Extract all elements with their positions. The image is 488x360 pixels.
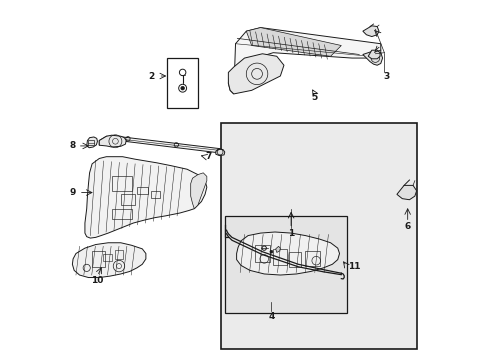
Text: 9: 9 [69, 188, 76, 197]
Bar [289, 252, 300, 267]
Polygon shape [275, 246, 280, 252]
Text: 8: 8 [70, 141, 76, 150]
Polygon shape [228, 54, 284, 94]
Polygon shape [99, 136, 221, 153]
Polygon shape [362, 26, 378, 37]
Bar [305, 251, 319, 266]
Text: 6: 6 [404, 222, 410, 231]
Text: 5: 5 [311, 93, 317, 102]
Bar [112, 209, 131, 220]
Polygon shape [367, 50, 379, 59]
Text: 1: 1 [287, 229, 294, 238]
Polygon shape [99, 135, 126, 147]
Polygon shape [396, 185, 416, 200]
Polygon shape [236, 232, 339, 275]
Bar [273, 249, 286, 265]
Polygon shape [86, 137, 97, 148]
Text: 7: 7 [205, 152, 211, 161]
Bar [92, 251, 104, 267]
Bar [224, 216, 346, 313]
Bar [167, 58, 198, 108]
Bar [137, 187, 147, 194]
Bar [221, 123, 416, 348]
Bar [151, 192, 160, 198]
Text: 2: 2 [148, 72, 155, 81]
Circle shape [269, 250, 272, 253]
Bar [255, 244, 269, 262]
Circle shape [181, 86, 184, 90]
Polygon shape [85, 157, 206, 238]
Polygon shape [190, 173, 206, 209]
Bar [102, 253, 112, 261]
Polygon shape [246, 28, 341, 56]
Polygon shape [228, 28, 380, 94]
Text: 10: 10 [91, 276, 103, 285]
Bar [112, 176, 131, 191]
Text: 4: 4 [267, 312, 274, 321]
Polygon shape [215, 149, 224, 156]
Polygon shape [362, 51, 382, 65]
Text: 11: 11 [348, 262, 360, 271]
Bar [121, 194, 135, 205]
Polygon shape [72, 243, 145, 278]
Text: 3: 3 [382, 72, 388, 81]
Bar [115, 250, 122, 259]
Bar [88, 140, 94, 145]
